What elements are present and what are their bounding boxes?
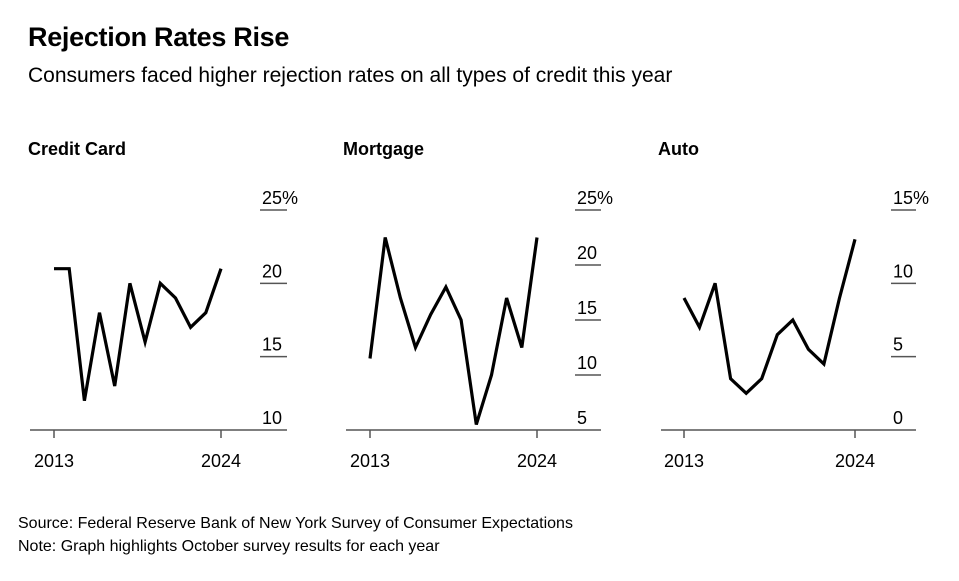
mortgage-series-line bbox=[368, 237, 539, 425]
mortgage-x-tick-label: 2024 bbox=[517, 451, 557, 471]
footnote: Note: Graph highlights October survey re… bbox=[18, 538, 440, 555]
credit-card-series-line bbox=[54, 267, 223, 401]
source-note: Source: Federal Reserve Bank of New York… bbox=[18, 515, 573, 532]
panel-title-auto: Auto bbox=[658, 139, 699, 159]
mortgage-y-tick-label: 10 bbox=[577, 353, 597, 373]
auto-x-tick-label: 2013 bbox=[664, 451, 704, 471]
panel-title-credit-card: Credit Card bbox=[28, 139, 127, 159]
chart-title: Rejection Rates Rise bbox=[28, 22, 290, 52]
mortgage-x-tick-label: 2013 bbox=[350, 451, 390, 471]
auto-series-line bbox=[682, 238, 857, 396]
credit-card-y-tick-label: 25% bbox=[262, 188, 298, 208]
credit-card-y-tick-label: 10 bbox=[262, 408, 282, 428]
auto-y-tick-label: 0 bbox=[893, 408, 903, 428]
auto-y-tick-label: 15% bbox=[893, 188, 929, 208]
mortgage-y-tick-label: 5 bbox=[577, 408, 587, 428]
auto-y-tick-label: 5 bbox=[893, 335, 903, 355]
mortgage-y-tick-label: 15 bbox=[577, 298, 597, 318]
mortgage-y-tick-label: 20 bbox=[577, 243, 597, 263]
chart-subtitle: Consumers faced higher rejection rates o… bbox=[28, 64, 673, 87]
credit-card-y-tick-label: 20 bbox=[262, 261, 282, 281]
auto-y-tick-label: 10 bbox=[893, 261, 913, 281]
credit-card-x-tick-label: 2024 bbox=[201, 451, 241, 471]
credit-card-x-tick-label: 2013 bbox=[34, 451, 74, 471]
credit-card-y-tick-label: 15 bbox=[262, 335, 282, 355]
panel-title-mortgage: Mortgage bbox=[343, 139, 424, 159]
auto-x-tick-label: 2024 bbox=[835, 451, 875, 471]
mortgage-y-tick-label: 25% bbox=[577, 188, 613, 208]
